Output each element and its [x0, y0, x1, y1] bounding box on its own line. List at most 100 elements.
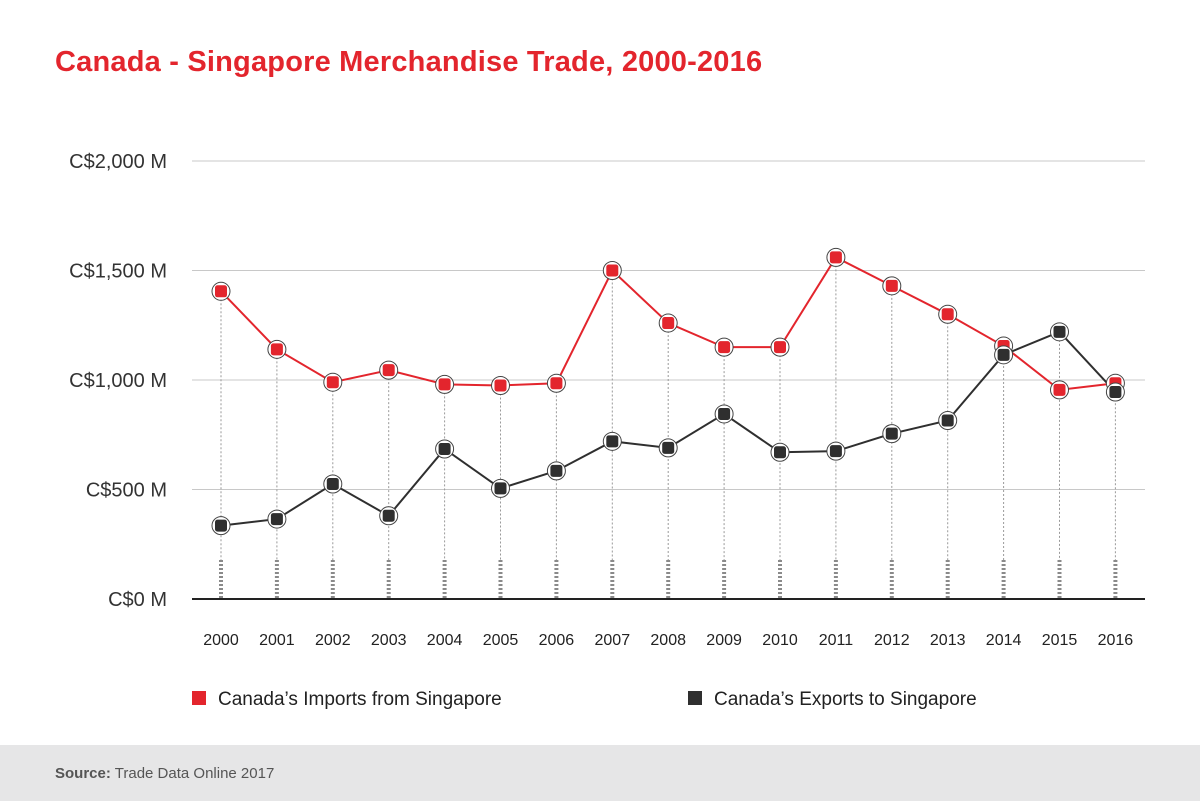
data-point-marker [997, 348, 1010, 361]
data-point-marker [270, 343, 283, 356]
data-point-marker [774, 341, 786, 354]
data-point [882, 424, 902, 444]
data-point [658, 438, 678, 458]
data-point [323, 474, 343, 494]
data-point-marker [215, 519, 227, 532]
line-chart: C$0 MC$500 MC$1,000 MC$1,500 MC$2,000 M … [69, 151, 1145, 710]
data-point [1105, 382, 1125, 402]
data-point-marker [382, 509, 395, 522]
data-point [994, 345, 1014, 365]
data-point-marker [550, 464, 563, 477]
x-tick-label: 2006 [539, 632, 575, 649]
data-point [435, 439, 455, 459]
data-point-marker [941, 414, 954, 427]
y-tick-label: C$0 M [108, 589, 167, 611]
data-point [323, 372, 343, 392]
data-point-marker [774, 446, 786, 459]
data-point [602, 431, 622, 451]
data-point-marker [662, 441, 675, 454]
x-axis-ticks: 2000 2001 2002 2003 2004 2005 2006 2007 2008 2009… [203, 632, 1133, 649]
legend-swatch [192, 691, 206, 705]
data-point-marker [1109, 386, 1122, 399]
data-point-marker [382, 364, 395, 377]
data-point [602, 261, 622, 280]
data-point [546, 461, 566, 481]
data-point [211, 281, 231, 301]
data-point-marker [1053, 383, 1066, 396]
data-point-marker [1053, 325, 1066, 338]
data-point-marker [215, 285, 227, 298]
data-point [826, 441, 846, 461]
data-point [211, 516, 231, 536]
data-point [267, 339, 287, 359]
data-point [1050, 380, 1069, 400]
data-point-marker [438, 378, 451, 391]
y-tick-label: C$2,000 M [69, 151, 167, 173]
x-tick-label: 2000 [203, 632, 239, 649]
x-tick-label: 2007 [595, 632, 631, 649]
x-tick-label: 2009 [706, 632, 742, 649]
data-point-marker [494, 482, 507, 495]
x-tick-label: 2004 [427, 632, 463, 649]
x-tick-label: 2012 [874, 632, 910, 649]
data-point [938, 304, 958, 324]
legend-label: Canada’s Exports to Singapore [714, 689, 977, 710]
y-tick-label: C$1,500 M [69, 261, 167, 283]
data-point-marker [829, 445, 842, 458]
data-point [714, 337, 734, 357]
data-point-marker [326, 376, 339, 389]
data-point-marker [606, 264, 619, 277]
data-point [826, 247, 846, 267]
data-point-marker [718, 407, 731, 420]
data-point-marker [494, 379, 507, 392]
data-point-marker [550, 377, 563, 390]
legend-label: Canada’s Imports from Singapore [218, 689, 502, 710]
data-point [491, 478, 510, 498]
x-tick-label: 2013 [930, 632, 966, 649]
x-tick-label: 2003 [371, 632, 407, 649]
droplines [219, 257, 1118, 598]
data-point [938, 411, 958, 431]
data-point-marker [270, 513, 283, 526]
data-point [267, 509, 287, 529]
data-point-marker [718, 341, 731, 354]
data-point [435, 374, 455, 394]
data-point-marker [326, 478, 339, 491]
source-label: Source: [55, 765, 111, 782]
data-point [546, 373, 566, 393]
x-tick-label: 2002 [315, 632, 351, 649]
legend: Canada’s Imports from Singapore Canada’s … [192, 689, 977, 710]
footer: Source: Trade Data Online 2017 [0, 745, 1200, 801]
data-point [770, 337, 790, 357]
x-tick-label: 2001 [259, 632, 295, 649]
data-point [770, 442, 790, 462]
data-point-marker [829, 251, 842, 264]
data-point [714, 404, 734, 424]
data-point [379, 360, 399, 380]
data-point [882, 276, 902, 296]
x-tick-label: 2014 [986, 632, 1022, 649]
source-note: Source: Trade Data Online 2017 [55, 765, 274, 782]
data-point [658, 313, 678, 333]
y-tick-label: C$500 M [86, 480, 167, 502]
data-point [379, 506, 399, 526]
data-point [1050, 322, 1069, 342]
source-value: Trade Data Online 2017 [110, 765, 275, 782]
x-tick-label: 2016 [1098, 632, 1134, 649]
legend-swatch [688, 691, 702, 705]
chart-title: Canada - Singapore Merchandise Trade, 20… [55, 46, 763, 78]
x-tick-label: 2015 [1042, 632, 1078, 649]
data-point-marker [941, 308, 954, 321]
series [211, 247, 1125, 536]
y-axis-ticks: C$0 M C$500 M C$1,000 M C$1,500 M C$2,000 M [69, 151, 167, 611]
x-tick-label: 2005 [483, 632, 519, 649]
data-point-marker [438, 442, 451, 455]
data-point-marker [885, 279, 898, 292]
x-tick-label: 2010 [762, 632, 798, 649]
legend-item: Canada’s Imports from Singapore [192, 689, 502, 710]
x-tick-label: 2011 [819, 632, 854, 649]
legend-item: Canada’s Exports to Singapore [688, 689, 977, 710]
data-point-marker [885, 427, 898, 440]
data-point-marker [662, 317, 675, 330]
data-point [491, 375, 510, 395]
